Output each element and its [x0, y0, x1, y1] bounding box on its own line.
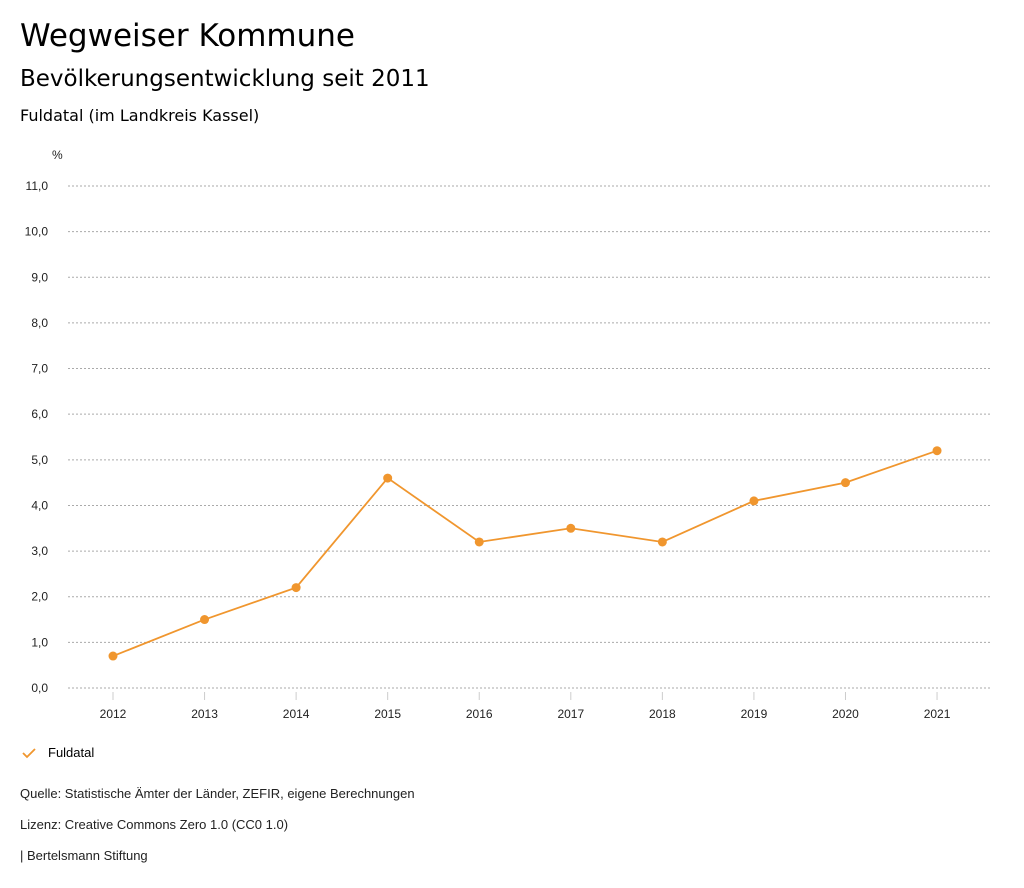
- data-point: [566, 523, 576, 533]
- license-text: Lizenz: Creative Commons Zero 1.0 (CC0 1…: [20, 817, 289, 832]
- publisher-text: | Bertelsmann Stiftung: [20, 848, 148, 863]
- x-tick-label: 2018: [649, 707, 676, 721]
- x-tick-label: 2012: [100, 707, 127, 721]
- data-point: [657, 537, 667, 547]
- data-point: [200, 615, 210, 625]
- y-axis-unit: %: [52, 148, 63, 162]
- line-chart: % 0,0 1,0 2,0 3,0 4,0 5,0 6,0 7,0 8,0 9,0 10,0 11,0…: [25, 148, 990, 721]
- data-point: [474, 537, 484, 547]
- y-tick-label: 0,0: [31, 681, 48, 695]
- region-label: Fuldatal (im Landkreis Kassel): [20, 106, 260, 125]
- y-tick-label: 1,0: [31, 635, 48, 649]
- x-tick-label: 2019: [741, 707, 768, 721]
- x-tick-label: 2017: [557, 707, 584, 721]
- y-tick-label: 4,0: [31, 498, 48, 512]
- data-point: [932, 446, 942, 456]
- x-tick-label: 2021: [924, 707, 951, 721]
- source-text: Quelle: Statistische Ämter der Länder, Z…: [20, 786, 415, 801]
- y-tick-label: 9,0: [31, 270, 48, 284]
- y-tick-label: 6,0: [31, 407, 48, 421]
- y-tick-label: 11,0: [26, 179, 49, 193]
- data-point: [291, 583, 301, 593]
- y-tick-label: 5,0: [31, 453, 48, 467]
- y-tick-label: 2,0: [31, 590, 48, 604]
- series-line: [112, 449, 938, 657]
- y-tick-label: 8,0: [31, 316, 48, 330]
- data-point: [383, 473, 393, 483]
- data-point: [840, 478, 850, 488]
- x-tick-label: 2015: [374, 707, 401, 721]
- x-tick-label: 2014: [283, 707, 310, 721]
- x-tick-label: 2020: [832, 707, 859, 721]
- check-icon: [22, 747, 36, 758]
- data-point: [749, 496, 759, 506]
- y-tick-label: 3,0: [31, 544, 48, 558]
- legend-item-fuldatal[interactable]: Fuldatal: [22, 745, 94, 760]
- y-tick-label: 10,0: [25, 225, 49, 239]
- chart-subtitle: Bevölkerungsentwicklung seit 2011: [20, 66, 430, 92]
- legend-label: Fuldatal: [48, 745, 95, 760]
- y-tick-label: 7,0: [31, 362, 48, 376]
- page-title: Wegweiser Kommune: [20, 18, 355, 54]
- x-tick-label: 2013: [191, 707, 218, 721]
- data-point: [108, 651, 118, 661]
- x-tick-label: 2016: [466, 707, 493, 721]
